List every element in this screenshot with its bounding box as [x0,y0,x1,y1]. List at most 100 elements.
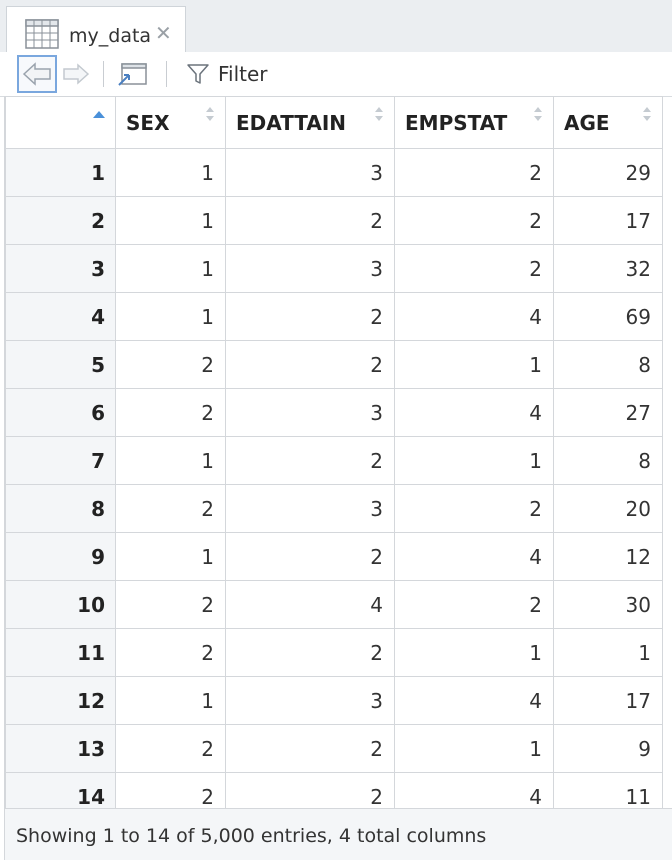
table-row[interactable]: 3 1 3 2 32 [5,244,663,293]
table-cell[interactable]: 2 [394,244,554,293]
filter-button[interactable]: Filter [218,62,268,86]
table-cell[interactable]: 2 [225,628,395,677]
table-row[interactable]: 1 1 3 2 29 [5,148,663,197]
table-row[interactable]: 2 1 2 2 17 [5,196,663,245]
column-header-label: AGE [564,111,610,135]
back-button[interactable] [17,55,57,93]
table-row[interactable]: 13 2 2 1 9 [5,724,663,773]
filter-funnel-icon[interactable] [186,62,210,86]
table-cell[interactable]: 2 [225,724,395,773]
table-cell[interactable]: 20 [553,484,663,533]
tab-label: my_data [69,25,152,47]
table-cell[interactable]: 1 [115,292,226,341]
table-cell[interactable]: 1 [115,676,226,725]
table-cell[interactable]: 4 [394,676,554,725]
table-cell[interactable]: 1 [553,628,663,677]
row-number: 12 [5,676,116,725]
popout-window-icon[interactable] [116,60,150,88]
table-cell[interactable]: 3 [225,388,395,437]
table-cell[interactable]: 11 [553,772,663,808]
table-grid-icon [25,19,59,49]
table-row[interactable]: 10 2 4 2 30 [5,580,663,629]
table-cell[interactable]: 2 [115,772,226,808]
sort-icon[interactable] [374,105,384,123]
sort-icon[interactable] [642,105,652,123]
sort-icon[interactable] [533,105,543,123]
table-cell[interactable]: 1 [394,724,554,773]
table-cell[interactable]: 1 [115,196,226,245]
table-cell[interactable]: 17 [553,676,663,725]
table-cell[interactable]: 1 [115,436,226,485]
table-cell[interactable]: 3 [225,676,395,725]
rownum-header[interactable] [5,96,116,149]
table-cell[interactable]: 2 [225,436,395,485]
table-cell[interactable]: 1 [394,340,554,389]
table-row[interactable]: 6 2 3 4 27 [5,388,663,437]
table-cell[interactable]: 30 [553,580,663,629]
table-cell[interactable]: 1 [115,532,226,581]
tab-my-data[interactable]: my_data ✕ [6,6,186,52]
table-cell[interactable]: 69 [553,292,663,341]
table-cell[interactable]: 2 [225,772,395,808]
table-row[interactable]: 4 1 2 4 69 [5,292,663,341]
table-cell[interactable]: 12 [553,532,663,581]
table-cell[interactable]: 2 [394,580,554,629]
table-cell[interactable]: 2 [115,388,226,437]
table-cell[interactable]: 2 [115,484,226,533]
table-cell[interactable]: 4 [394,772,554,808]
table-cell[interactable]: 2 [225,532,395,581]
close-icon[interactable]: ✕ [155,21,172,45]
table-cell[interactable]: 2 [115,580,226,629]
column-header-empstat[interactable]: EMPSTAT [394,96,554,149]
table-cell[interactable]: 2 [394,484,554,533]
table-cell[interactable]: 3 [225,148,395,197]
table-cell[interactable]: 27 [553,388,663,437]
table-cell[interactable]: 2 [394,196,554,245]
column-header-age[interactable]: AGE [553,96,663,149]
table-cell[interactable]: 1 [115,244,226,293]
table-row[interactable]: 11 2 2 1 1 [5,628,663,677]
table-cell[interactable]: 2 [225,292,395,341]
table-cell[interactable]: 2 [115,724,226,773]
table-cell[interactable]: 3 [225,484,395,533]
table-body: 1 1 3 2 29 2 1 2 2 17 3 1 3 2 32 4 1 2 4 69 5 2 2 1 8 6 2 3 4 27 7 1 2 1 8… [5,148,663,808]
column-header-edattain[interactable]: EDATTAIN [225,96,395,149]
toolbar-divider [103,61,104,87]
table-cell[interactable]: 1 [115,148,226,197]
table-cell[interactable]: 2 [115,340,226,389]
grid-border [4,96,5,860]
column-header-sex[interactable]: SEX [115,96,226,149]
table-cell[interactable]: 3 [225,244,395,293]
table-cell[interactable]: 2 [115,628,226,677]
row-number: 7 [5,436,116,485]
table-cell[interactable]: 2 [225,196,395,245]
row-number: 9 [5,532,116,581]
table-cell[interactable]: 4 [394,388,554,437]
table-row[interactable]: 14 2 2 4 11 [5,772,663,808]
table-cell[interactable]: 2 [225,340,395,389]
table-cell[interactable]: 1 [394,628,554,677]
table-row[interactable]: 8 2 3 2 20 [5,484,663,533]
sort-ascending-icon [93,111,105,118]
table-row[interactable]: 9 1 2 4 12 [5,532,663,581]
column-header-label: SEX [126,111,170,135]
table-cell[interactable]: 17 [553,196,663,245]
table-cell[interactable]: 8 [553,436,663,485]
table-cell[interactable]: 2 [394,148,554,197]
arrow-right-icon[interactable] [60,59,92,89]
table-cell[interactable]: 4 [394,532,554,581]
table-cell[interactable]: 8 [553,340,663,389]
row-number: 6 [5,388,116,437]
table-cell[interactable]: 9 [553,724,663,773]
table-cell[interactable]: 1 [394,436,554,485]
table-row[interactable]: 12 1 3 4 17 [5,676,663,725]
table-cell[interactable]: 29 [553,148,663,197]
table-cell[interactable]: 32 [553,244,663,293]
status-bar: Showing 1 to 14 of 5,000 entries, 4 tota… [5,808,672,860]
column-header-label: EDATTAIN [236,111,347,135]
table-cell[interactable]: 4 [394,292,554,341]
sort-icon[interactable] [205,105,215,123]
table-cell[interactable]: 4 [225,580,395,629]
